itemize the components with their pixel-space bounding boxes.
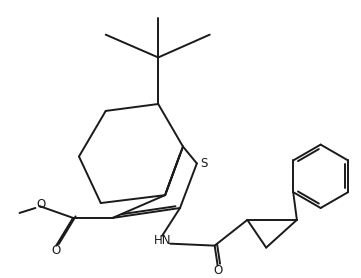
Text: HN: HN (153, 234, 171, 247)
Text: O: O (37, 198, 46, 210)
Text: O: O (213, 264, 222, 277)
Text: O: O (52, 244, 61, 257)
Text: S: S (200, 157, 207, 170)
